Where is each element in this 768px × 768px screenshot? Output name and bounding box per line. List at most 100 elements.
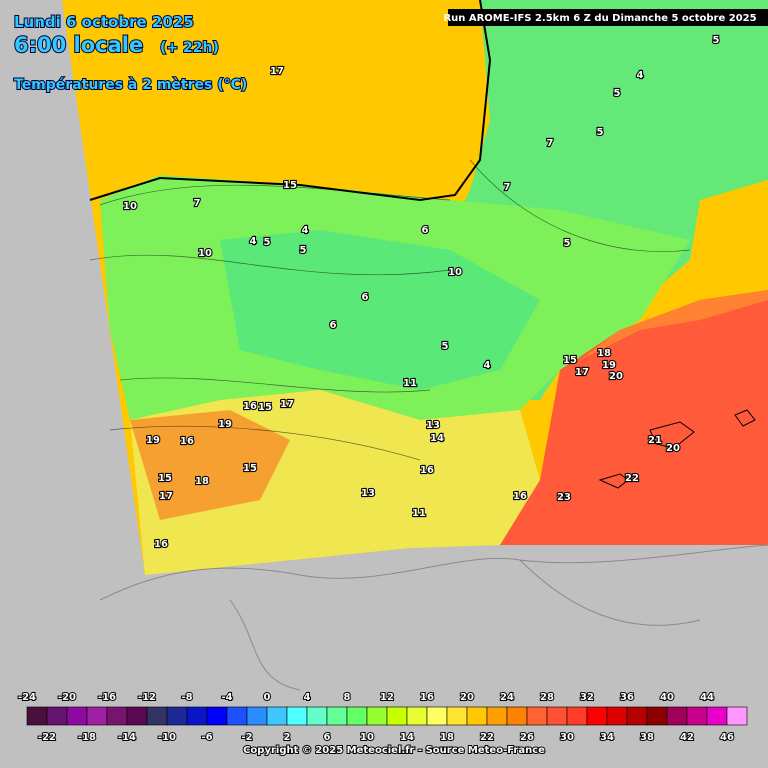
contour-label: 5 [564, 238, 571, 249]
legend-label: -8 [181, 692, 192, 703]
legend-swatch [246, 706, 268, 726]
contour-label: 13 [361, 488, 375, 499]
contour-label: 5 [300, 245, 307, 256]
run-info: Run AROME-IFS 2.5km 6 Z du Dimanche 5 oc… [443, 13, 756, 24]
legend-label: -14 [118, 732, 136, 743]
contour-label: 19 [602, 360, 616, 371]
legend-swatch [606, 706, 628, 726]
contour-label: 18 [195, 476, 209, 487]
legend-swatch [266, 706, 288, 726]
legend-label: -16 [98, 692, 116, 703]
legend-swatch [206, 706, 228, 726]
contour-label: 15 [158, 473, 172, 484]
contour-label: 14 [430, 433, 444, 444]
contour-label: 18 [597, 348, 611, 359]
contour-label: 17 [280, 399, 294, 410]
legend-swatch [226, 706, 248, 726]
contour-label: 13 [426, 420, 440, 431]
contour-label: 15 [243, 463, 257, 474]
legend-swatch [186, 706, 208, 726]
legend-swatch [526, 706, 548, 726]
legend-label: 0 [264, 692, 271, 703]
legend-label: -4 [221, 692, 232, 703]
contour-label: 16 [420, 465, 434, 476]
legend-label: 14 [400, 732, 414, 743]
sea-warm [500, 290, 768, 545]
isolines [89, 159, 691, 461]
legend-swatch [306, 706, 328, 726]
contour-label: 10 [198, 248, 212, 259]
contour-label: 17 [270, 66, 284, 77]
legend-swatch [26, 706, 48, 726]
legend-label: 10 [360, 732, 374, 743]
legend-swatch [386, 706, 408, 726]
legend-label: 36 [620, 692, 634, 703]
contour-label: 17 [159, 491, 173, 502]
contour-label: 15 [283, 180, 297, 191]
legend-swatch [666, 706, 688, 726]
legend-swatch [166, 706, 188, 726]
contour-label: 7 [547, 138, 554, 149]
contour-label: 4 [484, 360, 491, 371]
run-box [448, 9, 768, 26]
legend-label: 6 [324, 732, 331, 743]
legend-label: -24 [18, 692, 36, 703]
coastline [89, 0, 492, 202]
legend-label: 26 [520, 732, 534, 743]
legend: -24-22-20-18-16-14-12-10-8-6-4-202468101… [17, 691, 748, 744]
copyright: Copyright © 2025 Meteociel.fr - Source M… [243, 745, 545, 756]
country-borders [99, 544, 768, 691]
legend-swatch [546, 706, 568, 726]
contour-label: 10 [448, 267, 462, 278]
contour-label: 22 [625, 473, 639, 484]
legend-label: 38 [640, 732, 654, 743]
legend-label: 2 [284, 732, 291, 743]
legend-label: 12 [380, 692, 394, 703]
legend-swatch [646, 706, 668, 726]
lead-time: (+ 22h) [160, 40, 219, 56]
contour-label: 6 [362, 292, 369, 303]
legend-swatch [726, 706, 748, 726]
legend-swatch [686, 706, 708, 726]
contour-label: 5 [713, 35, 720, 46]
legend-swatch [66, 706, 88, 726]
legend-label: 8 [344, 692, 351, 703]
contour-label: 6 [422, 225, 429, 236]
contour-label: 7 [504, 182, 511, 193]
legend-swatch [426, 706, 448, 726]
southwest-warm [130, 410, 290, 520]
legend-label: 18 [440, 732, 454, 743]
legend-label: 44 [700, 692, 714, 703]
contour-label: 11 [403, 378, 417, 389]
contour-label: 5 [442, 341, 449, 352]
contour-label: 5 [264, 237, 271, 248]
legend-swatch [146, 706, 168, 726]
contour-label: 21 [648, 435, 662, 446]
legend-label: 46 [720, 732, 734, 743]
time: 6:00 locale [14, 33, 143, 57]
contour-label: 10 [123, 201, 137, 212]
sea-band [580, 290, 768, 360]
contour-label: 15 [563, 355, 577, 366]
contour-label: 20 [666, 443, 680, 454]
legend-swatch [706, 706, 728, 726]
legend-swatch [346, 706, 368, 726]
legend-label: 16 [420, 692, 434, 703]
legend-label: 24 [500, 692, 514, 703]
legend-swatch [466, 706, 488, 726]
contour-label: 4 [302, 225, 309, 236]
legend-swatch [326, 706, 348, 726]
legend-swatch [446, 706, 468, 726]
contour-label: 17 [575, 367, 589, 378]
legend-label: -12 [138, 692, 156, 703]
legend-swatch [366, 706, 388, 726]
contour-label: 20 [609, 371, 623, 382]
islands [598, 409, 756, 489]
contour-label: 16 [243, 401, 257, 412]
contour-label: 5 [597, 127, 604, 138]
legend-label: 4 [304, 692, 311, 703]
legend-swatch [566, 706, 588, 726]
variable: Températures à 2 mètres (°C) [14, 77, 247, 93]
legend-label: 22 [480, 732, 494, 743]
